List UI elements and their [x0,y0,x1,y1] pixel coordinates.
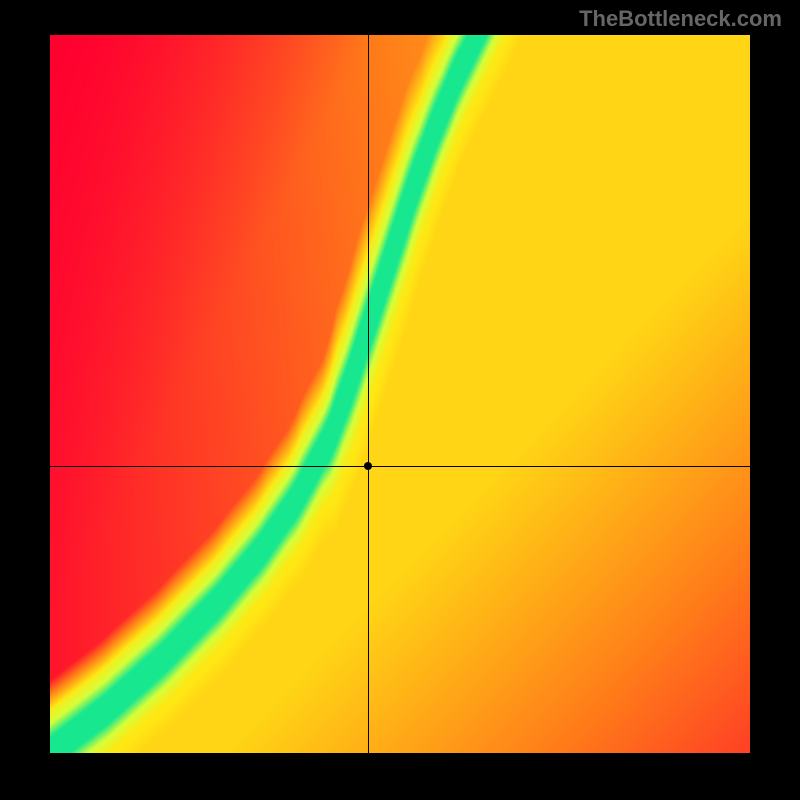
watermark-text: TheBottleneck.com [579,6,782,32]
crosshair-horizontal [50,466,750,467]
marker-point [364,462,372,470]
heatmap-area [50,35,750,753]
heatmap-canvas [50,35,750,753]
chart-container: TheBottleneck.com [0,0,800,800]
crosshair-vertical [368,35,369,753]
